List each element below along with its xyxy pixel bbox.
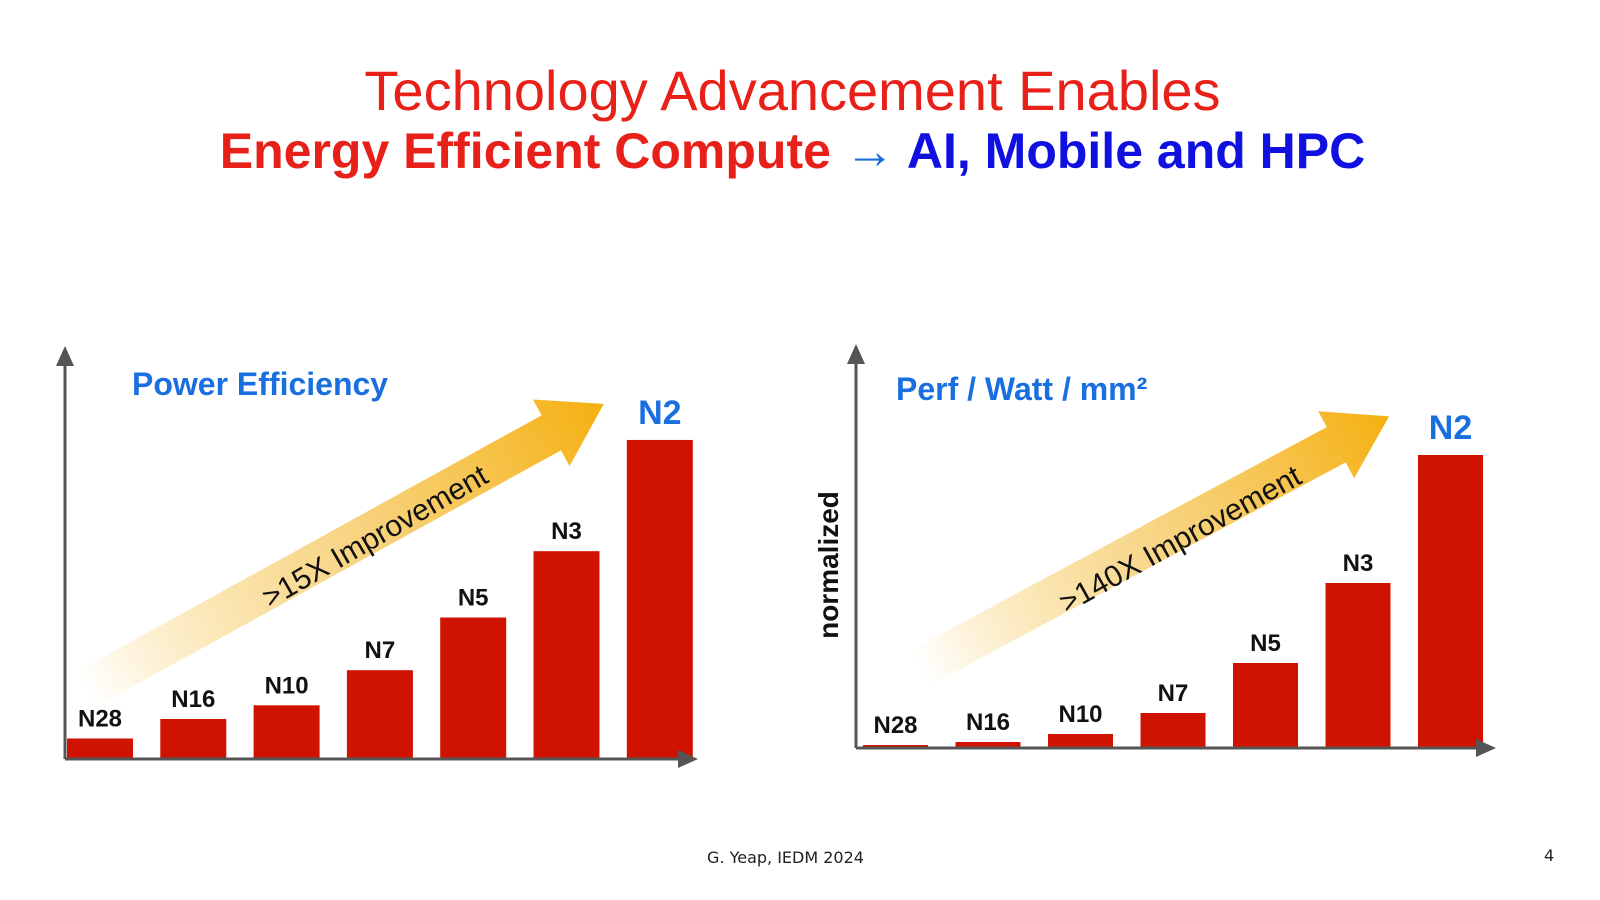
improvement-arrow-icon <box>910 411 1390 686</box>
y-axis-arrow-icon <box>56 346 74 366</box>
bar-label-N7: N7 <box>365 637 396 664</box>
bar-N16 <box>160 718 227 758</box>
bar-label-N28: N28 <box>78 705 122 732</box>
bar-N7 <box>1140 713 1206 747</box>
page-number: 4 <box>1544 846 1555 865</box>
x-axis-arrow-icon <box>678 750 698 768</box>
bar-N3 <box>533 551 600 758</box>
subtitle-red: Energy Efficient Compute <box>219 123 831 179</box>
bar-N28 <box>67 738 133 758</box>
bar-label-N10: N10 <box>1058 701 1102 728</box>
bar-label-N3: N3 <box>551 518 582 545</box>
subtitle-blue: AI, Mobile and HPC <box>906 123 1366 179</box>
chart-2: >140X Improvement Perf / Watt / mm² normal… <box>813 344 1496 757</box>
y-axis-label: normalized <box>813 491 844 639</box>
bar-label-N5: N5 <box>1250 630 1281 657</box>
bar-label-N16: N16 <box>966 709 1010 736</box>
bar-label-N28: N28 <box>873 712 917 739</box>
chart-title: Power Efficiency <box>132 366 388 402</box>
bar-N28 <box>863 745 928 747</box>
bar-N2 <box>1418 455 1483 747</box>
bar-N7 <box>346 670 413 758</box>
improvement-arrow-icon <box>75 399 604 708</box>
arrow-shape <box>910 411 1390 686</box>
slide-title: Technology Advancement Enables <box>364 59 1221 122</box>
bar-N10 <box>253 705 320 758</box>
arrow-shape <box>75 399 604 708</box>
bar-N2 <box>626 439 693 758</box>
y-axis-arrow-icon <box>847 344 865 364</box>
bar-label-N7: N7 <box>1158 680 1189 707</box>
bar-label-N2: N2 <box>638 394 681 432</box>
bar-N3 <box>1325 583 1391 747</box>
arrow-right-icon: → <box>844 123 895 179</box>
bar-label-N2: N2 <box>1429 409 1472 447</box>
chart-title: Perf / Watt / mm² <box>896 371 1147 407</box>
bar-N5 <box>440 617 507 758</box>
bar-N5 <box>1233 663 1298 747</box>
bar-N10 <box>1048 734 1113 747</box>
improvement-annotation: >140X Improvement <box>1054 459 1308 620</box>
footer-citation: G. Yeap, IEDM 2024 <box>707 848 864 867</box>
bar-label-N10: N10 <box>265 672 309 699</box>
slide-subtitle: Energy Efficient Compute → AI, Mobile an… <box>0 122 1585 180</box>
x-axis-arrow-icon <box>1476 739 1496 757</box>
bar-label-N3: N3 <box>1343 550 1374 577</box>
bar-N16 <box>955 742 1021 747</box>
bar-label-N16: N16 <box>171 686 215 713</box>
bar-label-N5: N5 <box>458 585 489 612</box>
